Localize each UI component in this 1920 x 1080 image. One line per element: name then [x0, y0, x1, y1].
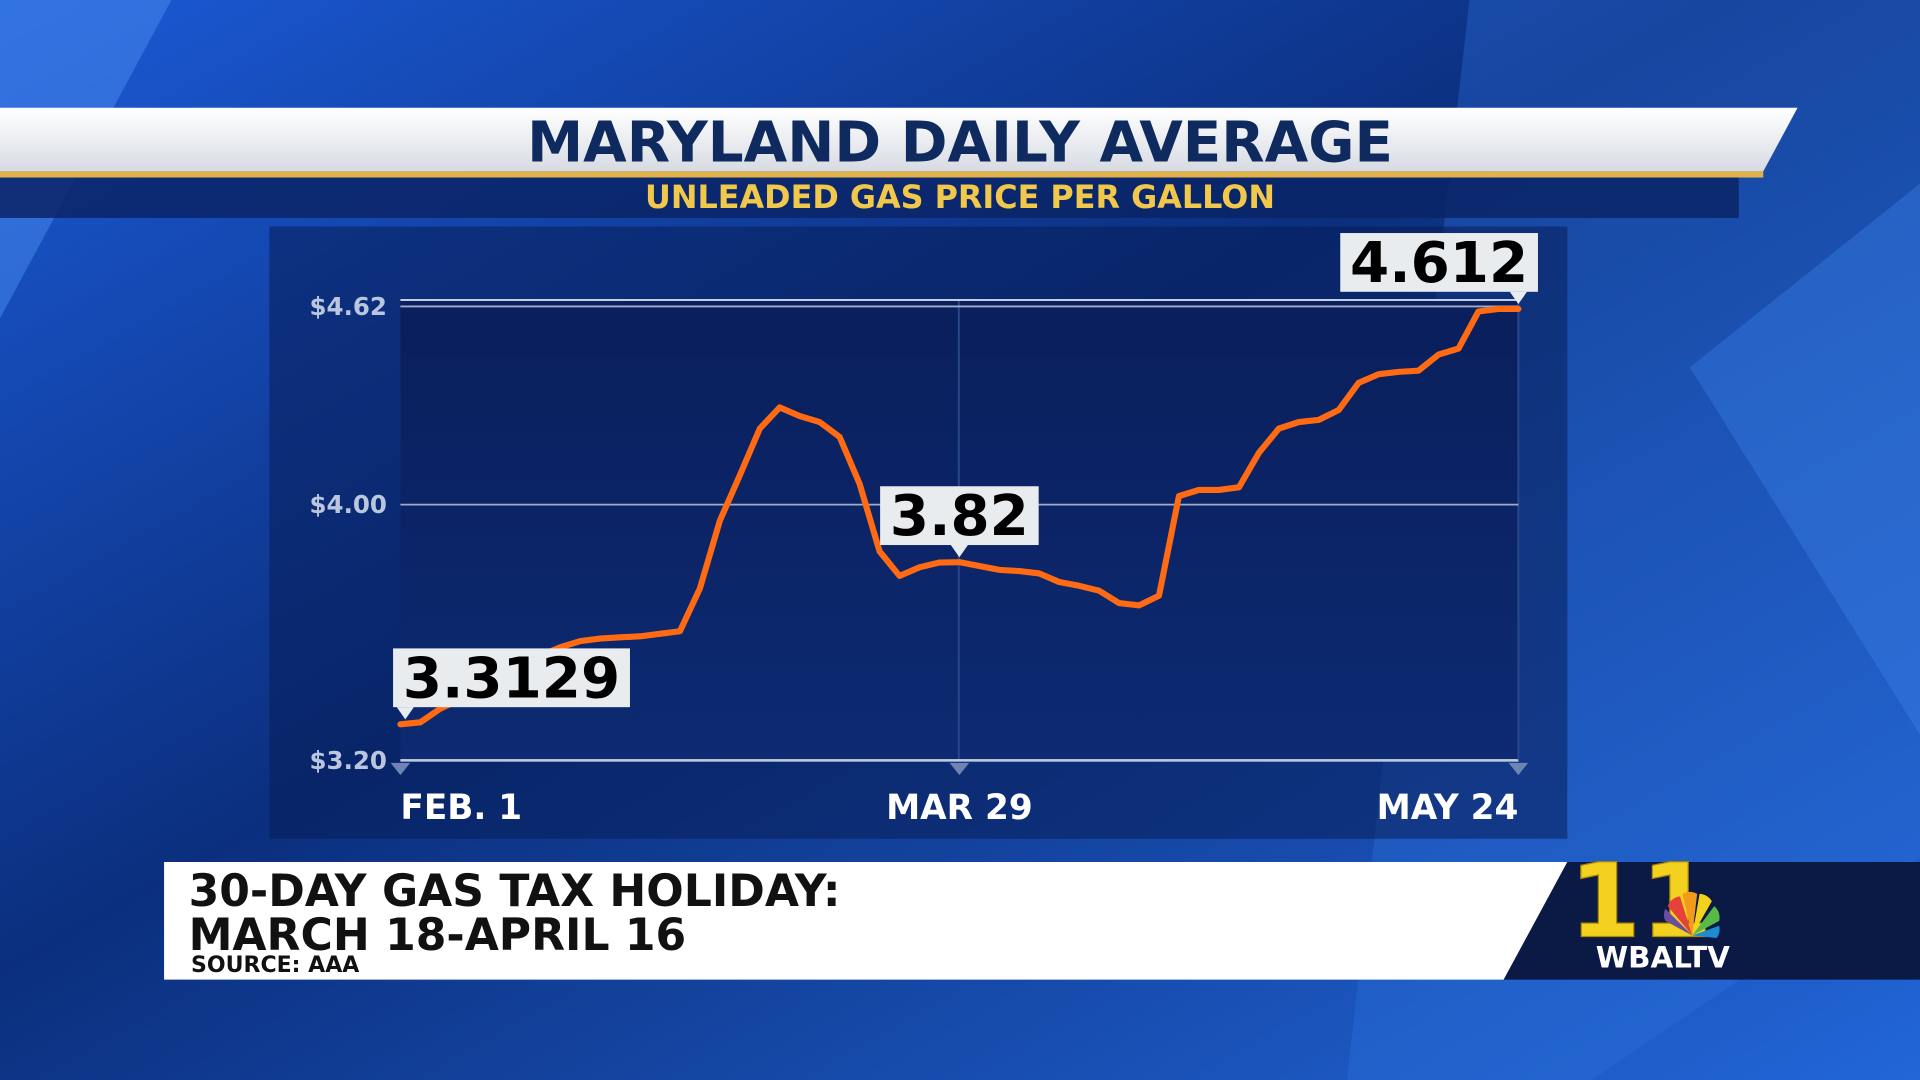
logo-station: WBALTV	[1596, 940, 1730, 974]
x-tick-label: MAY 24	[1377, 788, 1519, 828]
x-tick-mark	[949, 762, 970, 776]
data-label-pointer	[950, 545, 968, 558]
data-label-pointer	[1509, 291, 1527, 305]
title-rule	[0, 171, 1764, 178]
subtitle-strip	[0, 177, 1739, 218]
data-label: 4.612	[1340, 231, 1538, 305]
data-label: 3.82	[880, 484, 1039, 558]
annotation-line: MARCH 18-APRIL 16	[189, 910, 687, 961]
data-label-text: 4.612	[1350, 231, 1528, 296]
annotation-line: 30-DAY GAS TAX HOLIDAY:	[189, 866, 841, 917]
data-label-box	[393, 648, 630, 708]
source-note: SOURCE: AAA	[191, 953, 359, 978]
x-tick-mark	[1508, 762, 1529, 776]
chart-subtitle: UNLEADED GAS PRICE PER GALLON	[645, 178, 1275, 216]
logo-peacock	[1663, 891, 1720, 938]
lower-third	[164, 862, 1568, 980]
x-tick-label: FEB. 1	[400, 788, 522, 828]
title-banner	[0, 107, 1798, 172]
data-label-text: 3.3129	[403, 646, 620, 711]
data-label: 3.3129	[393, 646, 630, 720]
data-label-text: 3.82	[890, 484, 1029, 549]
bg-shape	[1689, 183, 1920, 735]
logo-number: 11	[1569, 843, 1712, 962]
price-line	[397, 305, 1522, 728]
data-label-pointer	[396, 707, 414, 720]
x-tick-label: MAR 29	[886, 788, 1033, 828]
x-tick-mark	[390, 762, 411, 776]
data-label-box	[1340, 233, 1538, 292]
y-tick-label: $4.00	[310, 490, 387, 519]
y-tick-label: $3.20	[310, 746, 387, 775]
y-tick-label: $4.62	[310, 292, 387, 321]
chart-title: MARYLAND DAILY AVERAGE	[527, 111, 1393, 176]
data-label-box	[880, 486, 1039, 546]
